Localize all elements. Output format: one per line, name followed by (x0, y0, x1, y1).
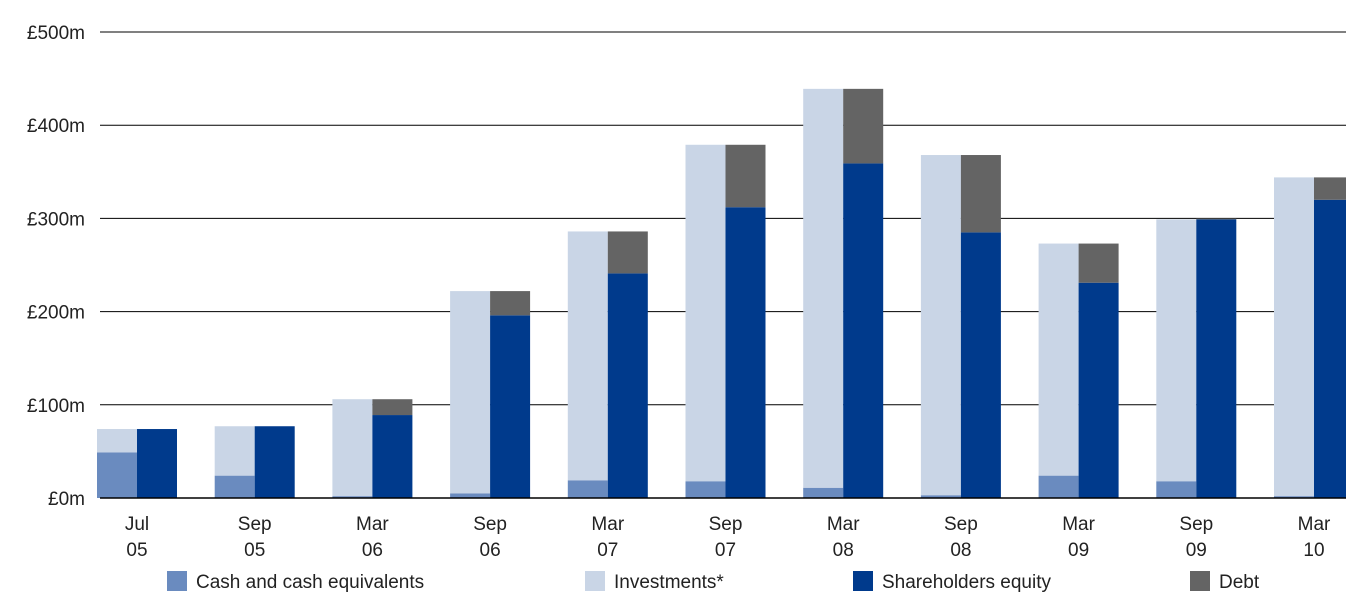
y-tick-label: £100m (27, 396, 85, 417)
x-tick-label: Sep 05 (238, 514, 272, 561)
bar-segment (1078, 282, 1119, 498)
x-tick-label: Sep 07 (709, 514, 743, 561)
bar-segment (1196, 219, 1237, 498)
bar-segment (254, 426, 295, 498)
bar-segment (214, 426, 255, 476)
bar-segment (97, 452, 137, 498)
x-tick-label: Jul 05 (125, 514, 149, 561)
bar-segment (1078, 243, 1119, 283)
y-tick-label: £300m (27, 209, 85, 230)
legend-swatch (853, 571, 873, 591)
bar-segment (1156, 219, 1197, 482)
bar-segment (372, 415, 413, 498)
bar-segment (725, 207, 766, 498)
bar-segment (843, 88, 884, 164)
bar-segment (1156, 481, 1197, 498)
x-tick-label: Mar 07 (591, 514, 624, 561)
x-tick-label: Mar 10 (1298, 514, 1331, 561)
bar-segment (372, 399, 413, 416)
y-tick-label: £0m (48, 489, 85, 510)
y-tick-label: £400m (27, 116, 85, 137)
bar-segment (1314, 199, 1346, 498)
bar-segment (137, 429, 177, 498)
bar-segment (450, 291, 491, 494)
bar-segment (960, 232, 1001, 498)
bar-segment (685, 481, 726, 498)
bar-segment (685, 144, 726, 482)
bar-segment (1274, 496, 1314, 498)
bar-segment (607, 231, 648, 274)
x-tick-label: Sep 09 (1179, 514, 1213, 561)
x-tick-label: Sep 06 (473, 514, 507, 561)
bar-segment (214, 475, 255, 498)
bar-segment (97, 429, 137, 453)
x-tick-label: Sep 08 (944, 514, 978, 561)
x-tick-label: Mar 06 (356, 514, 389, 561)
bar-segment (920, 155, 961, 496)
bar-segment (1314, 177, 1346, 200)
bar-segment (1038, 243, 1079, 476)
legend-label: Shareholders equity (882, 572, 1051, 593)
y-tick-label: £500m (27, 23, 85, 44)
legend-label: Debt (1219, 572, 1260, 593)
bar-segment (1196, 218, 1237, 220)
bar-segment (567, 480, 608, 498)
bar-segment (803, 88, 844, 488)
bar-segment (803, 487, 844, 498)
bar-segment (960, 155, 1001, 233)
legend-swatch (167, 571, 187, 591)
y-tick-label: £200m (27, 303, 85, 324)
legend-label: Investments* (614, 572, 724, 593)
bar-segment (332, 496, 373, 498)
x-tick-label: Mar 09 (1062, 514, 1095, 561)
legend-label: Cash and cash equivalents (196, 572, 424, 593)
x-tick-label: Mar 08 (827, 514, 860, 561)
bar-segment (843, 163, 884, 499)
bar-segment (607, 273, 648, 498)
bar-segment (450, 493, 491, 498)
bar-segment (1038, 475, 1079, 498)
bar-segment (725, 144, 766, 208)
legend-swatch (1190, 571, 1210, 591)
bar-segment (332, 399, 373, 497)
bar-segment (920, 495, 961, 498)
bar-segment (490, 315, 531, 498)
bar-segment (490, 291, 531, 316)
legend-swatch (585, 571, 605, 591)
bar-segment (567, 231, 608, 481)
bar-segment (1274, 177, 1314, 497)
